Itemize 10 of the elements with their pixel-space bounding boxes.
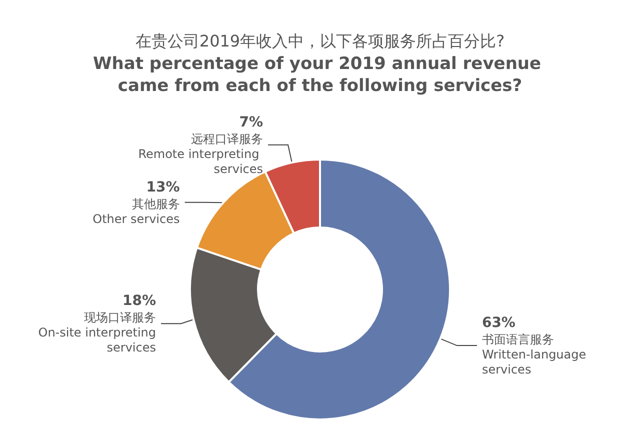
slice-label: 现场口译服务 On-site interpreting services: [38, 310, 156, 355]
slice-label: 远程口译服务 Remote interpreting services: [138, 132, 264, 176]
slice-label: 其他服务 Other services: [92, 196, 180, 226]
chart-subtitle: What percentage of your 2019 annual revenue came from each of the following services?: [93, 54, 547, 96]
chart-title: 在贵公司2019年收入中，以下各项服务所占百分比?: [135, 32, 505, 50]
slice-label: 书面语言服务 Written-language services: [482, 332, 590, 377]
data-label: 63%: [482, 315, 516, 332]
data-label: 7%: [239, 114, 264, 130]
data-label: 18%: [122, 293, 156, 310]
data-label: 13%: [146, 179, 180, 196]
